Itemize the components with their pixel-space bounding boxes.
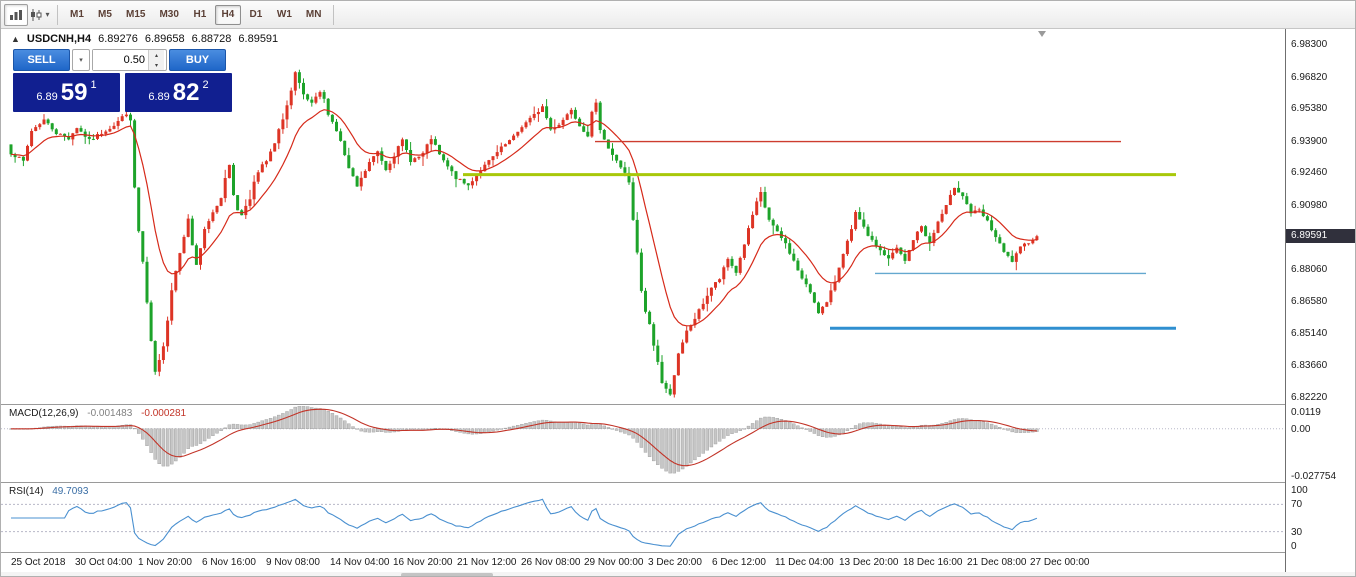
sell-price-prefix: 6.89 — [36, 91, 58, 103]
timeframe-button-d1[interactable]: D1 — [243, 5, 269, 25]
rsi-value: 49.7093 — [52, 486, 89, 497]
timeframes-dropdown-button[interactable]: ▾ — [28, 4, 52, 26]
time-axis-label: 25 Oct 2018 — [11, 557, 66, 568]
open-value: 6.89276 — [98, 33, 138, 45]
time-axis-label: 13 Dec 20:00 — [839, 557, 899, 568]
rsi-axis-label: 30 — [1291, 527, 1303, 538]
buy-price-prefix: 6.89 — [148, 91, 170, 103]
price-axis-label: 6.82220 — [1291, 392, 1328, 403]
lot-decrease-button[interactable]: ▾ — [149, 60, 164, 70]
symbol-ohlc-header: ▲ USDCNH,H4 6.89276 6.89658 6.88728 6.89… — [11, 33, 278, 45]
buy-price-big: 82 — [172, 78, 200, 106]
time-axis-label: 21 Dec 08:00 — [967, 557, 1027, 568]
lot-size-input[interactable] — [93, 50, 148, 70]
price-axis-label: 6.93900 — [1291, 136, 1328, 147]
timeframe-button-m30[interactable]: M30 — [153, 5, 184, 25]
time-axis-label: 27 Dec 00:00 — [1030, 557, 1090, 568]
panel-separator[interactable] — [1, 552, 1355, 553]
rsi-axis-label: 70 — [1291, 499, 1303, 510]
price-axis-label: 6.96820 — [1291, 72, 1328, 83]
timeframe-button-m1[interactable]: M1 — [64, 5, 90, 25]
timeframe-button-m5[interactable]: M5 — [92, 5, 118, 25]
chart-area: ▲ USDCNH,H4 6.89276 6.89658 6.88728 6.89… — [1, 29, 1355, 576]
timeframe-button-m15[interactable]: M15 — [120, 5, 151, 25]
one-click-collapse-toggle[interactable]: ▲ — [11, 34, 20, 44]
macd-axis-label: 0.0119 — [1291, 407, 1321, 418]
buy-button[interactable]: BUY — [169, 49, 226, 71]
price-axis-label: 6.86580 — [1291, 296, 1328, 307]
rsi-indicator[interactable] — [1, 484, 1285, 552]
macd-axis-label: 0.00 — [1291, 424, 1311, 435]
time-axis-label: 1 Nov 20:00 — [138, 557, 192, 568]
macd-label: MACD(12,26,9) -0.001483 -0.000281 — [9, 408, 186, 419]
rsi-title: RSI(14) — [9, 486, 44, 497]
buy-price-display[interactable]: 6.89 82 2 — [125, 73, 232, 112]
price-axis-label: 6.83660 — [1291, 360, 1328, 371]
time-axis-label: 18 Dec 16:00 — [903, 557, 963, 568]
close-value: 6.89591 — [238, 33, 279, 45]
rsi-axis-label: 100 — [1291, 485, 1308, 496]
panel-separator[interactable] — [1, 482, 1355, 483]
toolbar-separator — [333, 4, 335, 25]
time-axis-label: 3 Dec 20:00 — [648, 557, 702, 568]
horizontal-scrollbar[interactable] — [1, 572, 1355, 576]
price-axis-label: 6.95380 — [1291, 103, 1328, 114]
price-axis-label: 6.90980 — [1291, 200, 1328, 211]
timeframe-button-mn[interactable]: MN — [300, 5, 328, 25]
price-axis-label: 6.88060 — [1291, 264, 1328, 275]
timeframe-button-h4[interactable]: H4 — [214, 4, 241, 25]
chevron-down-icon: ▾ — [45, 10, 50, 19]
time-axis-label: 30 Oct 04:00 — [75, 557, 133, 568]
sell-price-big: 59 — [60, 78, 88, 106]
chart-shift-marker[interactable] — [1038, 31, 1046, 37]
time-axis-label: 11 Dec 04:00 — [775, 557, 834, 568]
price-axis-label: 6.98300 — [1291, 39, 1328, 50]
candlestick-icon — [31, 8, 42, 21]
one-click-trading-panel: SELL ▾ ▴ ▾ BUY 6.89 59 1 6.8 — [13, 49, 232, 112]
rsi-axis-label: 0 — [1291, 541, 1297, 552]
price-axis-label: 6.92460 — [1291, 167, 1328, 178]
time-axis-label: 6 Dec 12:00 — [712, 557, 766, 568]
scrollbar-thumb[interactable] — [401, 573, 493, 576]
price-chart[interactable] — [1, 29, 1285, 404]
high-value: 6.89658 — [144, 33, 185, 45]
macd-indicator[interactable] — [1, 406, 1285, 482]
time-axis-label: 6 Nov 16:00 — [202, 557, 256, 568]
current-price-badge: 6.89591 — [1286, 229, 1355, 243]
timeframe-button-w1[interactable]: W1 — [271, 5, 298, 25]
low-value: 6.88728 — [191, 33, 232, 45]
lot-size-field: ▴ ▾ — [92, 49, 167, 71]
timeframe-button-h1[interactable]: H1 — [187, 5, 213, 25]
macd-main-value: -0.001483 — [87, 408, 133, 419]
price-axis[interactable]: 6.89591 6.98300 6.96820 6.95380 6.93900 6.92… — [1285, 29, 1355, 576]
time-axis-label: 14 Nov 04:00 — [330, 557, 390, 568]
time-axis[interactable]: 25 Oct 2018 30 Oct 04:00 1 Nov 20:00 6 Nov … — [1, 554, 1285, 572]
price-axis-label: 6.85140 — [1291, 328, 1328, 339]
panel-separator[interactable] — [1, 404, 1355, 405]
top-toolbar: ▾ M1 M5 M15 M30 H1 H4 D1 W1 MN — [1, 1, 1355, 29]
sell-price-display[interactable]: 6.89 59 1 — [13, 73, 120, 112]
macd-signal-value: -0.000281 — [141, 408, 187, 419]
sell-button[interactable]: SELL — [13, 49, 70, 71]
symbol-label: USDCNH,H4 — [26, 33, 92, 45]
time-axis-label: 21 Nov 12:00 — [457, 557, 517, 568]
toolbar-separator — [57, 4, 58, 25]
chart-mode-button[interactable] — [4, 3, 28, 26]
time-axis-label: 29 Nov 00:00 — [584, 557, 644, 568]
time-axis-label: 9 Nov 08:00 — [266, 557, 320, 568]
macd-title: MACD(12,26,9) — [9, 408, 79, 419]
time-axis-label: 16 Nov 20:00 — [393, 557, 453, 568]
buy-price-sup: 2 — [202, 78, 209, 91]
rsi-label: RSI(14) 49.7093 — [9, 486, 88, 497]
lot-stepper: ▴ ▾ — [148, 50, 164, 70]
order-type-dropdown-button[interactable]: ▾ — [72, 49, 90, 71]
timeframe-button-group: M1 M5 M15 M30 H1 H4 D1 W1 MN — [63, 4, 328, 25]
chart-icon — [10, 9, 22, 20]
sell-price-sup: 1 — [90, 78, 97, 91]
time-axis-label: 26 Nov 08:00 — [521, 557, 581, 568]
lot-increase-button[interactable]: ▴ — [149, 50, 164, 60]
macd-axis-label: -0.027754 — [1291, 471, 1337, 482]
